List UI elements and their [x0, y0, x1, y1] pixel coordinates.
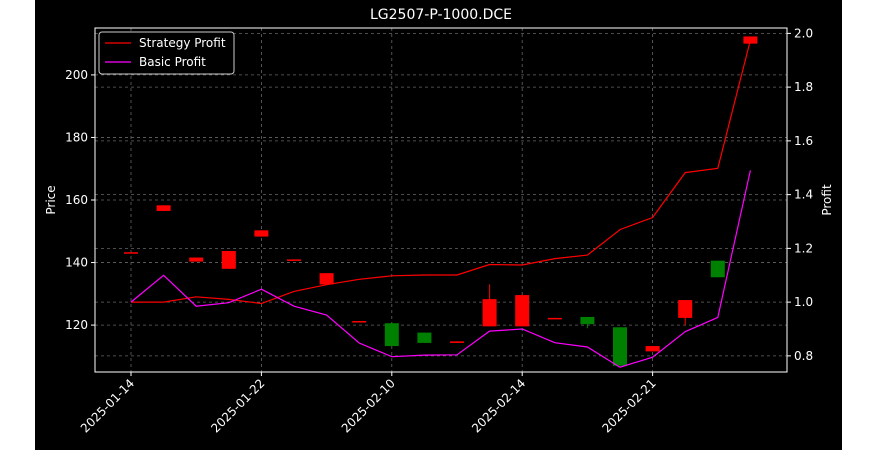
candle-body-up [613, 327, 627, 366]
y-tick-label: 120 [65, 318, 88, 332]
y-tick-label: 160 [65, 193, 88, 207]
candle-body-down [482, 299, 497, 327]
y-tick-label: 140 [65, 256, 88, 270]
candle-body-down [515, 295, 530, 327]
candle-body-down [352, 321, 367, 323]
candle-body-down [287, 259, 301, 261]
legend: Strategy Profit Basic Profit [98, 31, 235, 75]
basic-profit-line [130, 170, 751, 368]
candle-body-up [580, 316, 595, 325]
y2-tick-label: 1.2 [794, 241, 813, 255]
y2-tick-label: 1.4 [794, 188, 813, 202]
y2-axis-label: Profit [820, 184, 834, 216]
y-tick-label: 200 [65, 68, 88, 82]
candle-body-down [221, 250, 236, 269]
candle-body-down [254, 230, 269, 237]
candle-body-up [417, 332, 432, 343]
candle-layer [124, 36, 758, 366]
y-tick-label: 180 [65, 130, 88, 144]
y2-tick-label: 1.8 [794, 80, 813, 94]
legend-label-basic-profit: Basic Profit [139, 55, 206, 69]
candle-body-down [124, 252, 138, 254]
candle-body-down [547, 317, 562, 320]
candle-body-up [384, 323, 399, 347]
candle-body-up [710, 260, 725, 278]
y2-tick-label: 2.0 [794, 26, 813, 40]
y2-tick-label: 1.6 [794, 134, 813, 148]
candle-body-down [319, 273, 334, 285]
candle-body-down [189, 257, 204, 262]
candle-body-down [450, 341, 464, 343]
chart-title: LG2507-P-1000.DCE [370, 7, 512, 23]
line-layer [130, 39, 751, 368]
candle-body-down [156, 205, 171, 211]
candle-body-down [645, 346, 660, 352]
y2-tick-label: 0.8 [794, 349, 813, 363]
y-axis-label: Price [44, 185, 58, 214]
legend-label-strategy-profit: Strategy Profit [139, 36, 226, 50]
candle-body-down [743, 36, 758, 44]
candle-body-down [678, 300, 693, 318]
legend-box [98, 31, 235, 75]
y2-tick-label: 1.0 [794, 295, 813, 309]
